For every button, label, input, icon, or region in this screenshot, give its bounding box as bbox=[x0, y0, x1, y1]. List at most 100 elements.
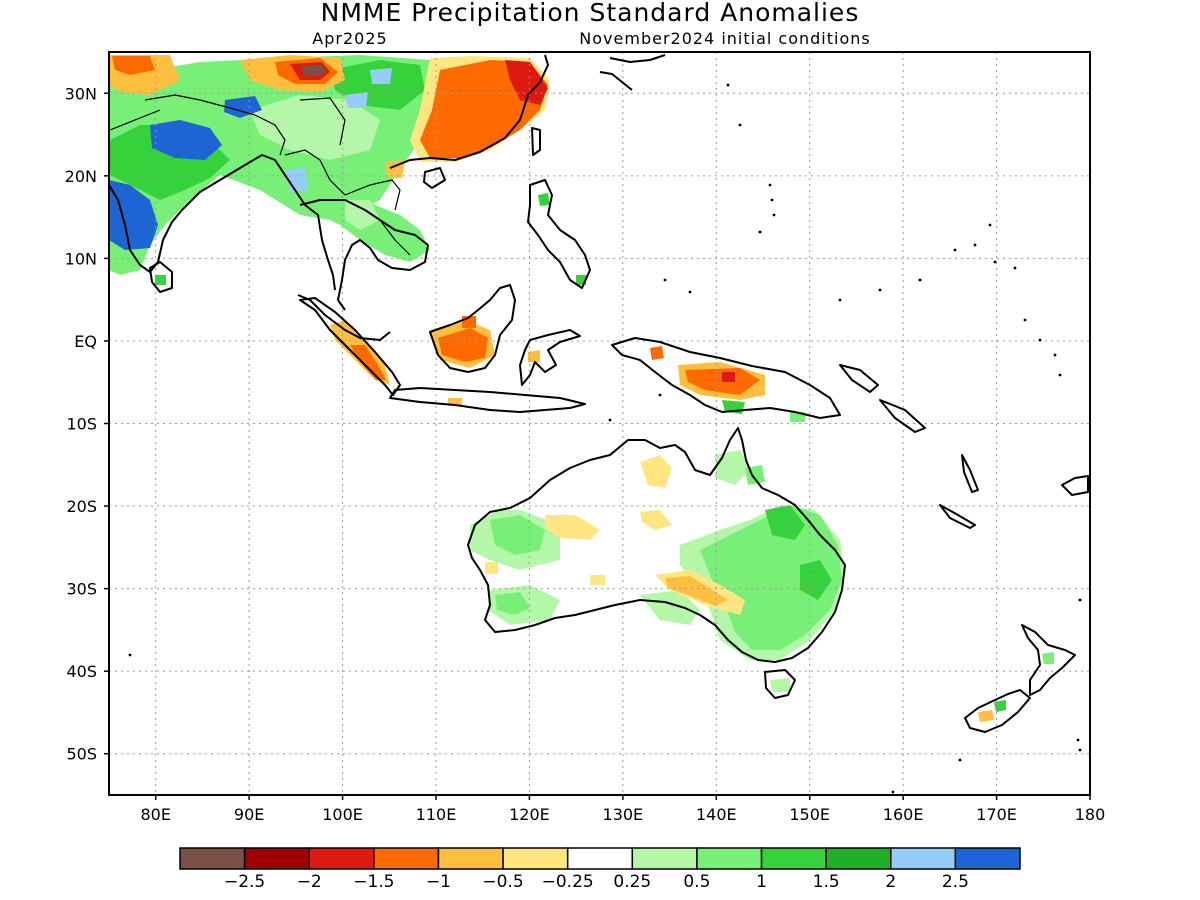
coastline-japan-south bbox=[609, 54, 666, 63]
coastline-borneo bbox=[429, 284, 516, 373]
colorbar-label: 1 bbox=[756, 872, 767, 892]
lon-tick-label: 100E bbox=[322, 805, 363, 824]
coastline-sulawesi bbox=[519, 329, 581, 386]
island-dot bbox=[1058, 373, 1062, 377]
coastline-china bbox=[389, 54, 549, 169]
lon-tick-label: 80E bbox=[140, 805, 170, 824]
lon-tick-label: 120E bbox=[509, 805, 550, 824]
island-dot bbox=[891, 790, 895, 794]
colorbar-swatch bbox=[825, 847, 892, 870]
colorbar-label: −1 bbox=[426, 872, 451, 892]
colorbar-label: 0.5 bbox=[683, 872, 710, 892]
colorbar-swatch bbox=[954, 847, 1021, 870]
anomaly-shading bbox=[109, 55, 1054, 722]
anomaly-region bbox=[370, 68, 392, 84]
border-line bbox=[344, 179, 401, 211]
anomaly-region bbox=[994, 700, 1006, 712]
anomaly-region bbox=[310, 190, 430, 262]
coastline-taiwan bbox=[531, 127, 541, 156]
colorbar-swatch bbox=[696, 847, 763, 870]
anomaly-region bbox=[765, 505, 805, 540]
coastline-ryukyu bbox=[599, 71, 633, 91]
colorbar-swatch bbox=[437, 847, 504, 870]
island-dot bbox=[772, 213, 776, 217]
small-islands bbox=[128, 83, 1082, 794]
anomaly-region bbox=[800, 560, 832, 600]
border-line bbox=[109, 109, 161, 131]
valid-month-label: Apr2025 bbox=[312, 29, 387, 48]
anomaly-region bbox=[112, 56, 155, 75]
anomaly-region bbox=[345, 92, 368, 108]
border-line bbox=[299, 97, 346, 146]
island-dot bbox=[738, 123, 742, 127]
colorbar-swatch bbox=[179, 847, 246, 870]
coastline-fiji bbox=[1061, 475, 1089, 496]
lat-tick-label: EQ bbox=[74, 332, 97, 351]
colorbar-swatch bbox=[243, 847, 310, 870]
island-dot bbox=[1078, 598, 1082, 602]
anomaly-region bbox=[715, 450, 750, 485]
island-dot bbox=[770, 198, 774, 202]
colorbar-label: −1.5 bbox=[353, 872, 394, 892]
colorbar-swatch bbox=[308, 847, 375, 870]
island-dot bbox=[1023, 318, 1027, 322]
anomaly-region bbox=[722, 372, 735, 382]
island-dot bbox=[1076, 738, 1080, 742]
anomaly-region bbox=[665, 576, 728, 606]
island-dot bbox=[128, 653, 132, 657]
colorbar-swatch bbox=[502, 847, 569, 870]
anomaly-region bbox=[538, 193, 550, 206]
anomaly-region bbox=[155, 275, 166, 285]
island-dot bbox=[768, 183, 772, 187]
anomaly-region bbox=[490, 515, 545, 555]
lat-tick-label: 50S bbox=[66, 745, 97, 764]
colorbar-label: 1.5 bbox=[813, 872, 840, 892]
lon-tick-label: 160E bbox=[883, 805, 924, 824]
coastline-australia bbox=[467, 427, 846, 663]
lon-tick-label: 130E bbox=[603, 805, 644, 824]
colorbar-label: −0.25 bbox=[542, 872, 594, 892]
colorbar-label: 2.5 bbox=[942, 872, 969, 892]
coastline-hainan bbox=[423, 167, 446, 189]
island-dot bbox=[726, 83, 730, 87]
map-title: NMME Precipitation Standard Anomalies bbox=[321, 0, 860, 27]
island-dot bbox=[918, 278, 922, 282]
anomaly-region bbox=[640, 590, 700, 625]
colorbar-swatch bbox=[760, 847, 827, 870]
island-dot bbox=[1078, 748, 1082, 752]
lat-tick-label: 40S bbox=[66, 662, 97, 681]
anomaly-region bbox=[438, 328, 488, 362]
border-line bbox=[144, 94, 286, 156]
anomaly-region bbox=[700, 505, 842, 650]
lat-tick-label: 20N bbox=[65, 167, 97, 186]
anomaly-region bbox=[485, 562, 498, 574]
island-dot bbox=[988, 223, 992, 227]
coastline-new-zealand-south bbox=[964, 689, 1031, 733]
lon-tick-label: 90E bbox=[234, 805, 264, 824]
coastline-vanuatu bbox=[961, 454, 979, 493]
colorbar-legend: −2.5 −2 −1.5 −1 −0.5 −0.25 0.25 0.5 1 1.5 2 2.5 bbox=[179, 847, 1021, 892]
anomaly-region bbox=[650, 346, 664, 360]
coastline-indochina bbox=[299, 199, 429, 311]
coastline-new-zealand-north bbox=[1021, 624, 1076, 696]
anomaly-region bbox=[505, 60, 548, 105]
anomaly-region bbox=[109, 180, 158, 250]
lon-tick-label: 170E bbox=[976, 805, 1017, 824]
coastline-new-caledonia bbox=[939, 504, 976, 529]
anomaly-region bbox=[640, 510, 672, 530]
colorbar-label: 2 bbox=[885, 872, 896, 892]
colorbar-label: −2.5 bbox=[224, 872, 265, 892]
island-dot bbox=[1013, 266, 1017, 270]
anomaly-region bbox=[300, 65, 326, 76]
latitude-labels: 30N 20N 10N EQ 10S 20S 30S 40S 50S bbox=[65, 84, 109, 764]
anomaly-region bbox=[350, 345, 386, 380]
map-panel[interactable] bbox=[108, 51, 1091, 796]
anomaly-region bbox=[345, 200, 380, 230]
border-line bbox=[379, 219, 411, 256]
island-dot bbox=[973, 243, 977, 247]
colorbar-swatch bbox=[373, 847, 440, 870]
colorbar-label: −0.5 bbox=[482, 872, 523, 892]
anomaly-region bbox=[640, 455, 672, 488]
colorbar-swatch bbox=[566, 847, 634, 870]
lat-tick-label: 30S bbox=[66, 580, 97, 599]
